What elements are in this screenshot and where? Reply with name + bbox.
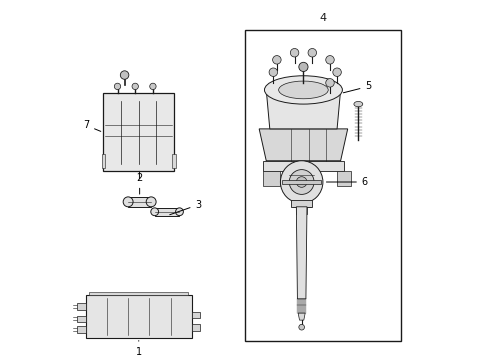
Polygon shape (298, 313, 305, 320)
Text: 6: 6 (326, 177, 368, 187)
Ellipse shape (265, 76, 343, 104)
Circle shape (132, 83, 138, 90)
Bar (337, 171, 351, 185)
Text: 4: 4 (319, 13, 326, 23)
Bar (155, 208, 179, 216)
Bar (86, 295, 192, 338)
Bar (77, 303, 86, 310)
Circle shape (296, 177, 307, 187)
Bar (293, 203, 311, 207)
Bar (192, 312, 199, 318)
Circle shape (326, 78, 334, 87)
Circle shape (289, 170, 314, 194)
Circle shape (299, 324, 304, 330)
Bar (77, 315, 86, 322)
Bar (192, 324, 199, 331)
Bar (245, 30, 401, 341)
Circle shape (308, 49, 317, 57)
Polygon shape (266, 90, 341, 129)
Polygon shape (282, 180, 321, 184)
Circle shape (151, 208, 159, 216)
Text: 3: 3 (170, 200, 201, 215)
Circle shape (333, 68, 342, 76)
Bar (103, 94, 174, 171)
Text: 5: 5 (343, 81, 371, 93)
Bar (291, 200, 312, 207)
Circle shape (272, 55, 281, 64)
Ellipse shape (354, 102, 363, 107)
Text: 2: 2 (137, 173, 143, 194)
Circle shape (121, 71, 129, 79)
Text: 7: 7 (83, 120, 101, 131)
Circle shape (146, 197, 156, 207)
Ellipse shape (279, 81, 328, 99)
Circle shape (299, 62, 308, 72)
Text: 1: 1 (136, 341, 142, 357)
Circle shape (280, 161, 323, 203)
Bar (101, 154, 105, 168)
Circle shape (291, 49, 299, 57)
Circle shape (150, 83, 156, 90)
Circle shape (114, 83, 121, 90)
Polygon shape (263, 161, 344, 171)
Bar (77, 326, 86, 333)
Bar (296, 207, 307, 214)
Circle shape (326, 55, 334, 64)
Circle shape (175, 208, 183, 216)
Circle shape (269, 68, 277, 76)
Bar (263, 171, 280, 185)
Circle shape (123, 197, 133, 207)
Bar (128, 197, 151, 207)
Polygon shape (296, 207, 307, 299)
Bar (172, 154, 176, 168)
Bar (89, 292, 188, 295)
Polygon shape (259, 129, 348, 161)
